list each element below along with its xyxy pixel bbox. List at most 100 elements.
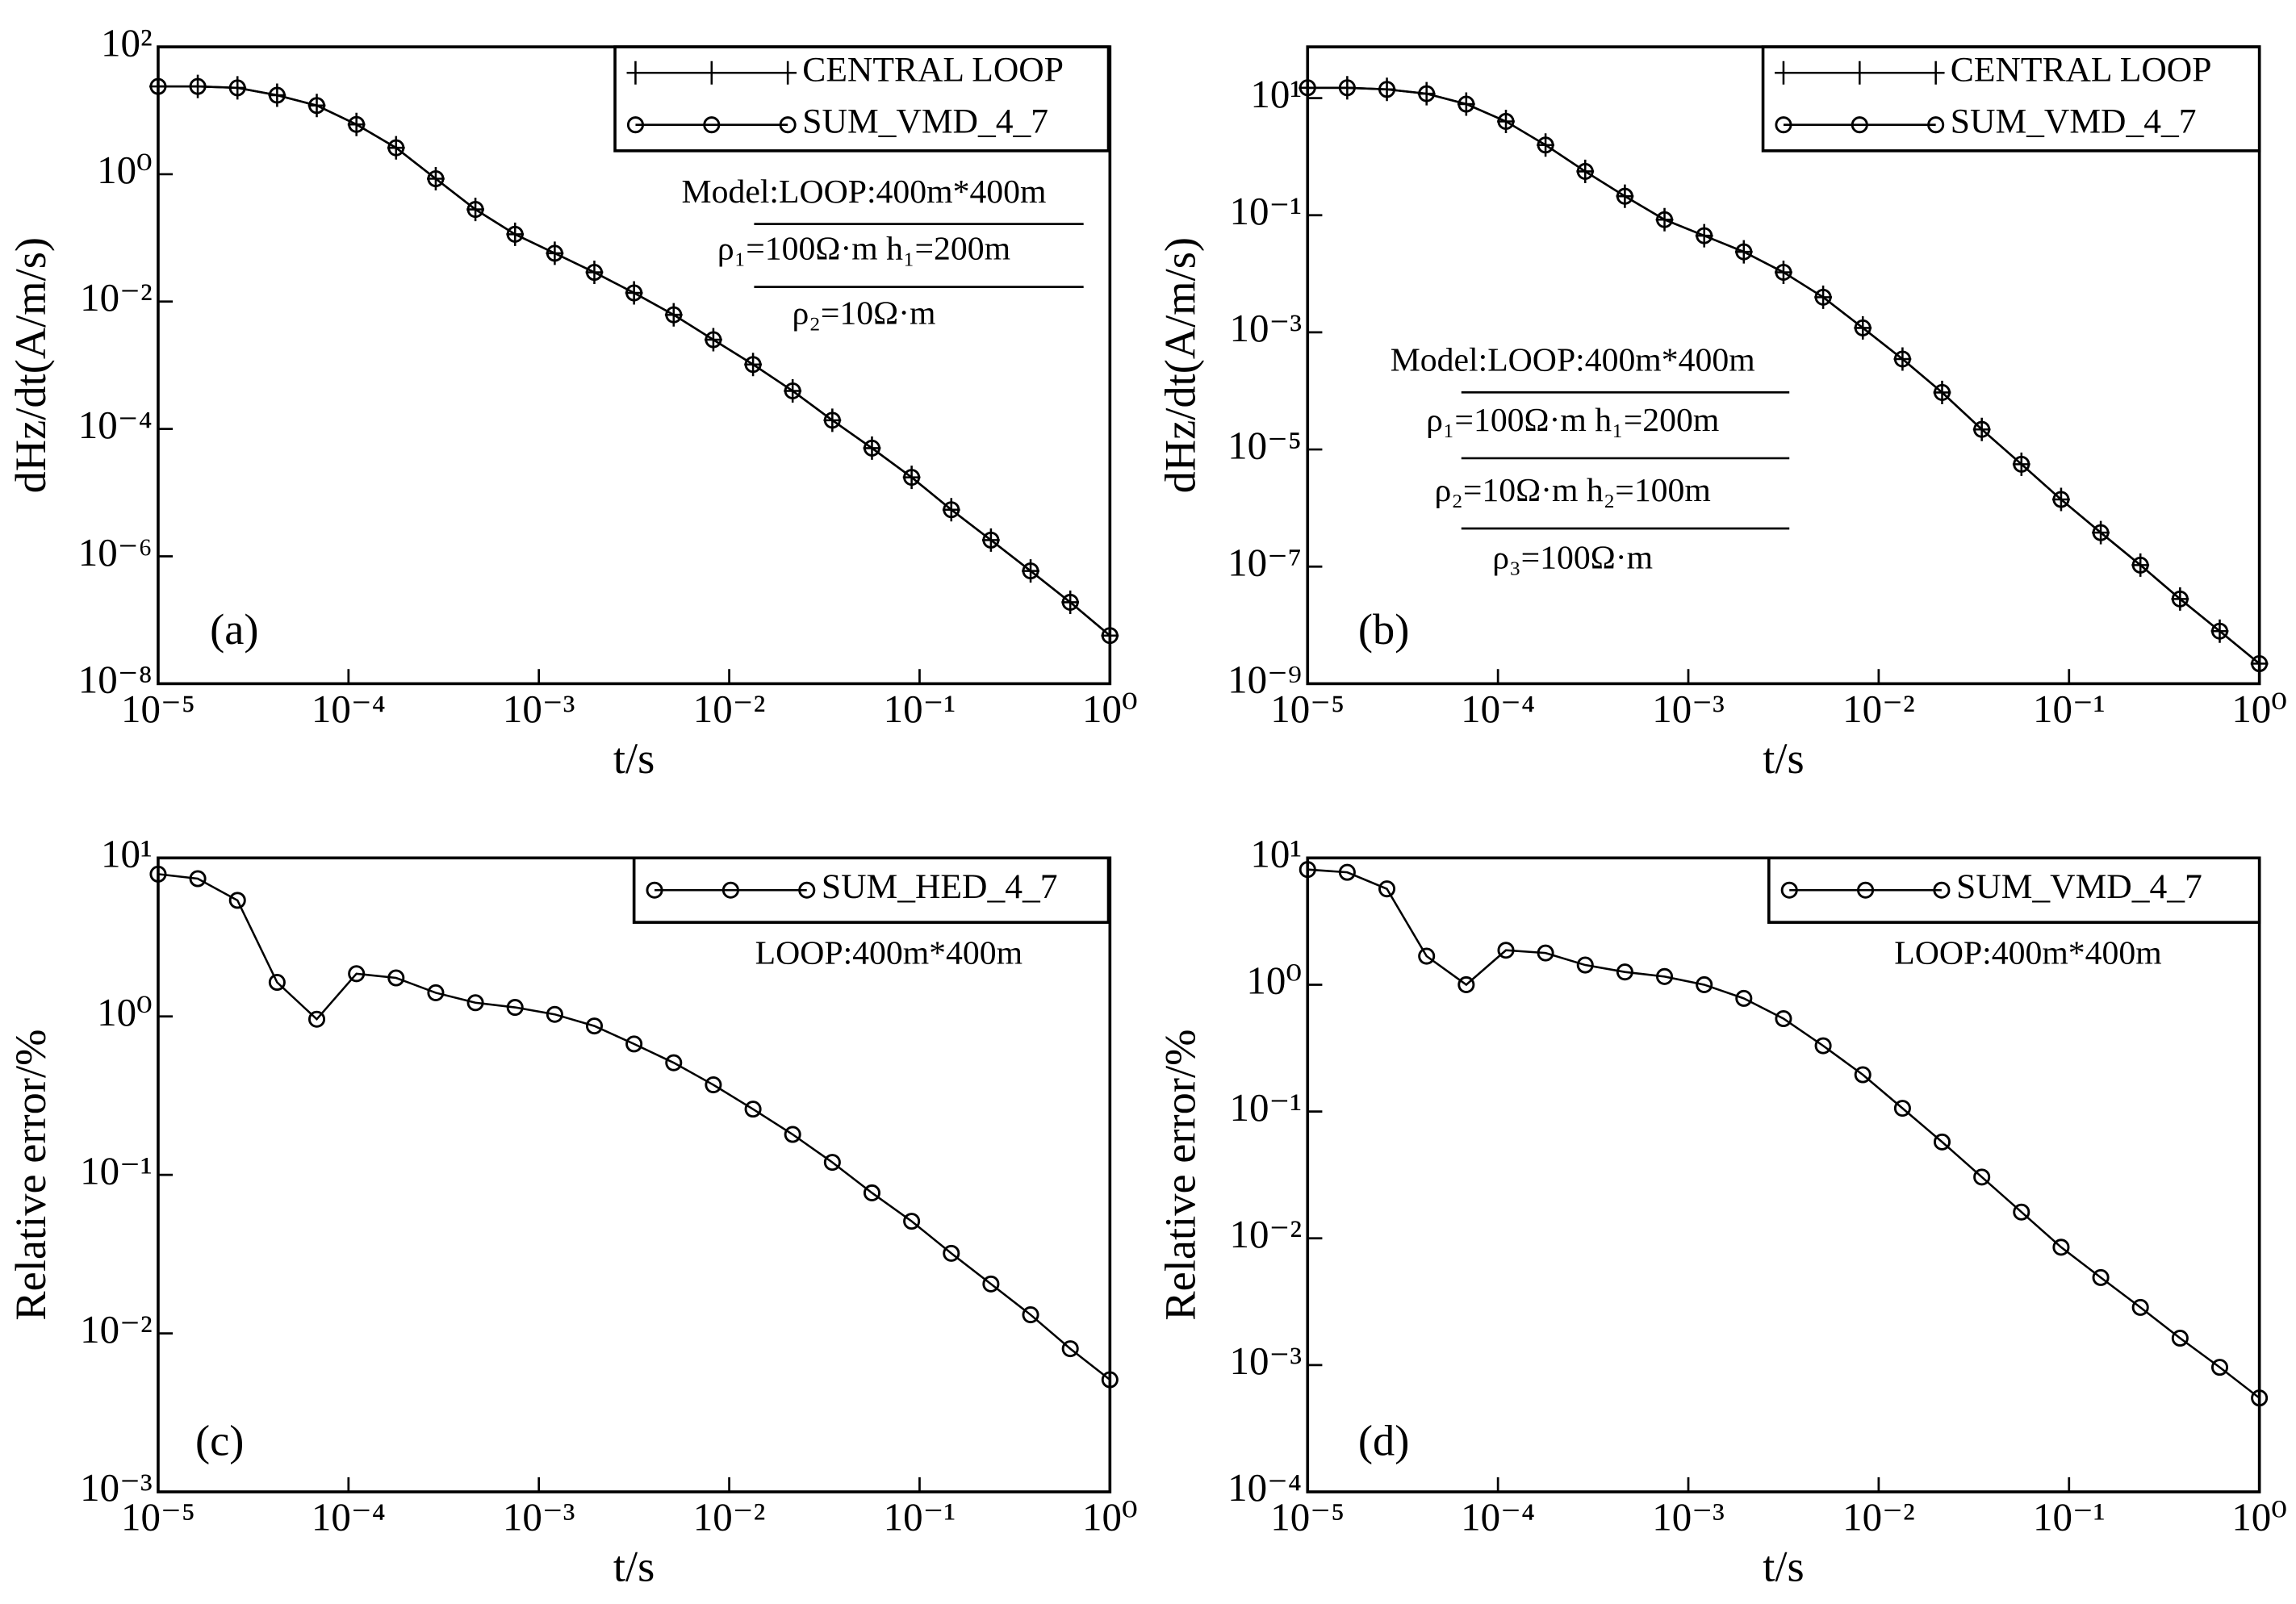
data-point [506, 999, 524, 1017]
data-point [1418, 947, 1436, 965]
y-tick-label: 10⁻² [80, 1307, 153, 1351]
data-point [784, 382, 801, 400]
legend-marker [721, 881, 739, 899]
data-point [1576, 162, 1594, 180]
data-point [1299, 861, 1316, 879]
data-point [2013, 1203, 2030, 1221]
legend-marker [1851, 61, 1869, 85]
x-tick-label: 10⁻⁴ [1461, 1495, 1535, 1539]
annotation: ρ₁=100Ω·m h₁=200m [1426, 402, 1719, 439]
data-point [1537, 136, 1554, 154]
data-point [506, 225, 524, 243]
series-line [157, 85, 1111, 637]
legend-marker [1775, 61, 1792, 85]
x-tick-label: 10⁻⁴ [312, 687, 386, 731]
data-point [823, 1154, 841, 1172]
data-point [228, 79, 246, 97]
data-point [1101, 627, 1119, 645]
data-point [1933, 1133, 1951, 1151]
x-tick-label: 10⁻⁴ [1461, 687, 1535, 731]
x-tick-label: 10⁰ [1082, 687, 1138, 731]
legend-box [613, 45, 1110, 152]
data-point [585, 264, 604, 282]
data-point [1656, 211, 1674, 228]
data-point [1735, 243, 1753, 261]
data-point [466, 994, 484, 1012]
data-point [1022, 562, 1039, 580]
x-axis-label: t/s [613, 1541, 655, 1590]
data-point [1854, 1066, 1872, 1084]
data-point [1457, 975, 1475, 993]
data-point [2131, 1298, 2149, 1316]
x-tick-label: 10⁻⁵ [1270, 1495, 1345, 1539]
x-tick-label: 10⁻² [693, 687, 766, 731]
data-point [1061, 593, 1079, 611]
legend-label: SUM_VMD_4_7 [802, 102, 1048, 141]
data-point [2013, 455, 2030, 473]
legend-marker [1927, 116, 1945, 134]
data-point [1893, 350, 1911, 368]
data-point [1933, 383, 1951, 401]
data-point [744, 356, 762, 374]
data-point [1616, 963, 1633, 981]
data-point [466, 201, 484, 219]
y-tick-label: 10⁻³ [1229, 306, 1302, 350]
data-point [1696, 975, 1713, 993]
data-point [307, 97, 326, 115]
y-axis-label: dHz/dt(A/m/s) [1155, 237, 1204, 493]
data-point [823, 411, 841, 429]
data-point [1338, 863, 1356, 881]
data-point [1973, 1168, 1991, 1186]
panel-label: (a) [210, 604, 258, 654]
legend-marker [646, 881, 663, 899]
data-point [1576, 956, 1594, 974]
data-point [1973, 420, 1991, 438]
legend-marker [1851, 116, 1868, 134]
y-tick-label: 10⁻⁴ [1227, 1465, 1302, 1510]
x-tick-label: 10⁻¹ [2033, 687, 2106, 731]
y-tick-label: 10⁻⁴ [78, 403, 153, 447]
y-tick-label: 10⁻⁹ [1227, 658, 1302, 702]
annotation: ρ₁=100Ω·m h₁=200m [717, 231, 1010, 268]
x-tick-label: 10⁻³ [1652, 1495, 1725, 1539]
data-point [546, 1005, 563, 1023]
data-point [2251, 655, 2269, 673]
y-tick-label: 10⁻³ [80, 1465, 153, 1510]
x-tick-label: 10⁻³ [503, 687, 575, 731]
legend-marker [1933, 881, 1951, 899]
x-tick-label: 10⁰ [2231, 687, 2287, 731]
y-tick-label: 10² [101, 20, 153, 65]
data-point [784, 1126, 801, 1143]
y-tick-label: 10⁰ [97, 148, 153, 192]
annotation: LOOP:400m*400m [755, 934, 1023, 971]
y-tick-label: 10⁻² [1229, 1212, 1302, 1256]
series-line [157, 873, 1111, 1381]
annotation: ρ₂=10Ω·m h₂=100m [1435, 472, 1711, 509]
legend-marker [626, 116, 644, 134]
data-point [2251, 1389, 2269, 1407]
x-axis-label: t/s [613, 733, 655, 783]
annotation: LOOP:400m*400m [1894, 934, 2161, 971]
y-tick-label: 10⁻² [80, 275, 153, 320]
data-point [1497, 942, 1515, 959]
data-point [1775, 263, 1792, 282]
annotation: ρ₂=10Ω·m [793, 295, 936, 332]
data-point [2131, 556, 2149, 574]
legend-marker [798, 881, 816, 899]
x-tick-label: 10⁻⁵ [1270, 687, 1345, 731]
data-point [2171, 590, 2189, 608]
x-tick-label: 10⁻¹ [884, 1495, 956, 1539]
data-point [2092, 1268, 2110, 1286]
data-point [1814, 1037, 1832, 1055]
data-point [189, 77, 207, 95]
data-point [2171, 1330, 2189, 1347]
y-axis-label: Relative error/% [6, 1030, 55, 1321]
data-point [228, 892, 246, 909]
data-point [625, 1035, 643, 1053]
panel-label: (c) [195, 1415, 244, 1464]
x-tick-label: 10⁰ [1082, 1495, 1138, 1539]
data-point [585, 1017, 604, 1035]
y-tick-label: 10⁻³ [1229, 1339, 1302, 1383]
y-tick-label: 10⁻⁷ [1227, 540, 1302, 584]
